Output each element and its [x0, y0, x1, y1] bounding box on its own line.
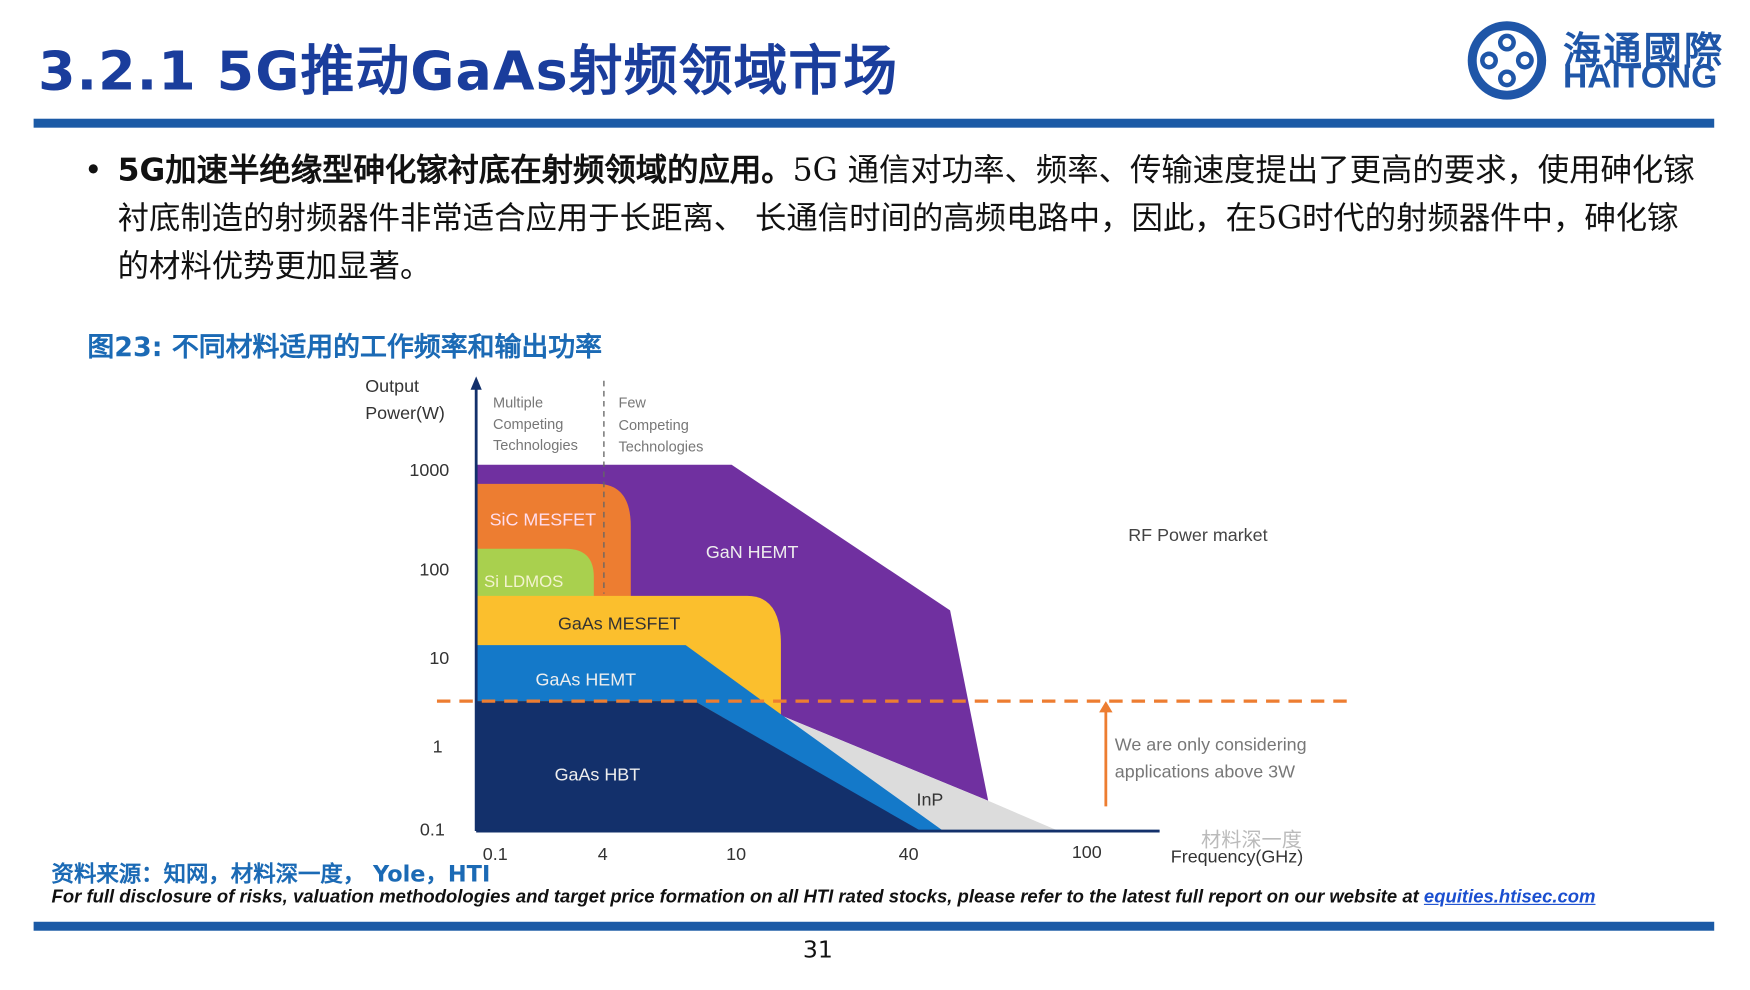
source-note: 资料来源：知网，材料深一度， Yole，HTI	[51, 860, 491, 888]
haitong-logo-icon	[1467, 21, 1547, 100]
x-tick: 40	[899, 844, 919, 864]
y-tick: 1	[433, 737, 443, 757]
region-si-ldmos	[476, 548, 594, 605]
disclaimer: For full disclosure of risks, valuation …	[52, 887, 1596, 908]
page-number: 31	[802, 936, 833, 964]
label-few: Few Competing Technologies	[618, 396, 703, 456]
region-inp	[784, 716, 1059, 832]
label-gaas-hemt: GaAs HEMT	[536, 669, 637, 689]
watermark: 材料深一度	[1201, 829, 1302, 852]
x-axis-label: Frequency(GHz)	[1171, 846, 1303, 866]
threshold-note: We are only considering applications abov…	[1115, 734, 1307, 781]
region-gaas-hbt	[476, 701, 921, 832]
label-gan: GaN HEMT	[706, 542, 799, 562]
disclaimer-text: For full disclosure of risks, valuation …	[51, 887, 1424, 908]
region-gaas-hemt	[476, 645, 944, 832]
logo-text-en: HAITONG	[1562, 58, 1718, 96]
y-axis-label: Output Power(W)	[365, 376, 445, 423]
bullet-bold: 5G加速半绝缘型砷化镓衬底在射频领域的应用。	[117, 151, 793, 189]
bullet-dot: •	[84, 151, 103, 189]
rf-power-chart: Output Power(W) 1000 100 10 1 0.1 0.1 4 1…	[365, 376, 1356, 866]
label-inp: InP	[916, 789, 943, 809]
y-tick: 0.1	[420, 820, 445, 840]
x-tick: 100	[1072, 842, 1102, 862]
arrow-head-icon	[1099, 701, 1113, 713]
logo-text-cn: 海通國際	[1562, 29, 1725, 74]
x-tick: 10	[726, 844, 746, 864]
y-tick: 10	[429, 648, 449, 668]
footer-divider	[33, 921, 1715, 931]
label-sic: SiC MESFET	[490, 509, 597, 529]
label-gaas-mesfet: GaAs MESFET	[558, 613, 680, 633]
figure-title: 图23: 不同材料适用的工作频率和输出功率	[87, 331, 603, 363]
bullet-paragraph: • 5G加速半绝缘型砷化镓衬底在射频领域的应用。5G 通信对功率、频率、传输速度…	[84, 146, 1697, 290]
header-divider	[33, 118, 1715, 128]
label-gaas-hbt: GaAs HBT	[555, 765, 641, 785]
y-tick: 1000	[409, 460, 449, 480]
y-axis-arrow-icon	[470, 376, 482, 390]
x-tick: 4	[598, 844, 608, 864]
page-title: 3.2.1 5G推动GaAs射频领域市场	[38, 40, 899, 104]
website-link[interactable]: equities.htisec.com	[1423, 887, 1596, 908]
chart-title: RF Power market	[1128, 525, 1267, 545]
x-tick: 0.1	[483, 844, 508, 864]
label-multiple: Multiple Competing Technologies	[493, 396, 578, 455]
bullet-text: 5G 通信对功率、频率、传输速度提出了更高的要求，使用砷化镓衬底制造的射频器件非…	[117, 151, 1695, 285]
label-si: Si LDMOS	[484, 572, 563, 591]
y-tick: 100	[419, 560, 449, 580]
